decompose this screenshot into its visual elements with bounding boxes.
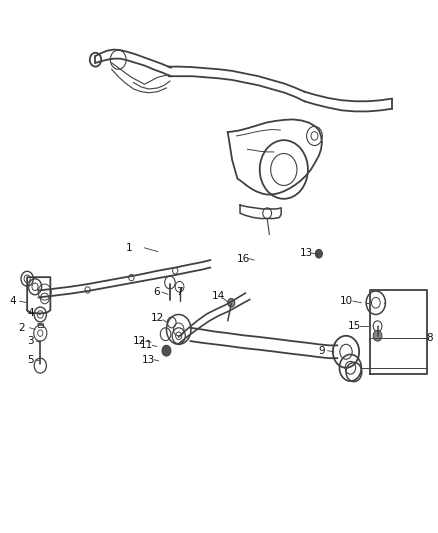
Text: 10: 10 [339,296,353,306]
Text: 12: 12 [151,313,164,323]
Text: 6: 6 [153,287,160,297]
Text: 4: 4 [9,296,16,306]
Text: 3: 3 [27,336,34,346]
Circle shape [373,330,382,341]
Text: 12: 12 [133,336,146,346]
Text: 11: 11 [140,341,153,350]
Text: 4: 4 [27,309,34,318]
Text: 13: 13 [300,248,313,258]
Text: 16: 16 [237,254,250,263]
Text: 2: 2 [18,323,25,333]
Text: 14: 14 [212,291,225,301]
Circle shape [162,345,171,356]
Text: 9: 9 [318,346,325,356]
Text: 8: 8 [426,334,433,343]
Circle shape [315,249,322,258]
Text: 7: 7 [176,287,183,297]
Text: 13: 13 [142,355,155,365]
Text: 5: 5 [27,355,34,365]
Circle shape [228,298,235,307]
Text: 1: 1 [126,243,133,253]
Text: 15: 15 [348,321,361,331]
